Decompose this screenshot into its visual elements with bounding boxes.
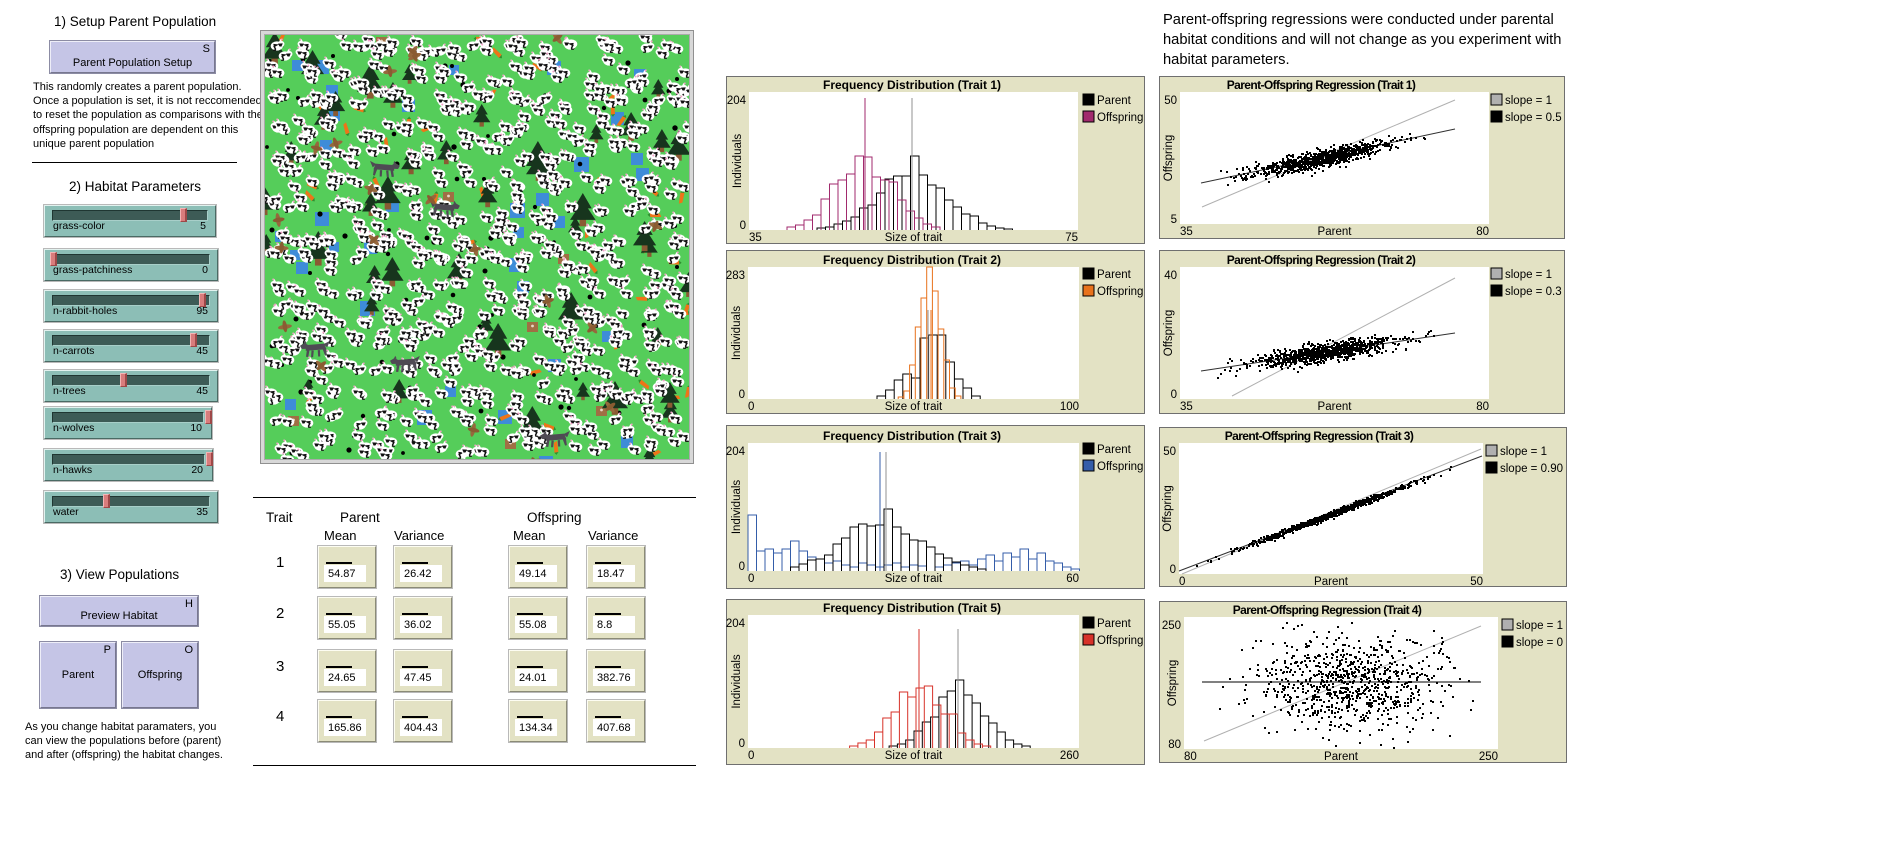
svg-text:Parent: Parent	[1097, 618, 1132, 630]
svg-text:0: 0	[739, 389, 745, 401]
svg-text:Parent: Parent	[1097, 444, 1132, 456]
svg-text:Offspring: Offspring	[1097, 286, 1143, 298]
svg-text:60: 60	[1066, 573, 1079, 585]
svg-text:Size of trait: Size of trait	[885, 573, 943, 585]
svg-text:0: 0	[1179, 576, 1185, 587]
svg-text:80: 80	[1476, 226, 1489, 238]
svg-text:Frequency Distribution (Trait: Frequency Distribution (Trait 2)	[823, 253, 1001, 267]
svg-text:80: 80	[1184, 751, 1197, 763]
svg-text:0: 0	[740, 220, 746, 232]
svg-text:Parent: Parent	[1318, 401, 1353, 413]
svg-text:0: 0	[739, 561, 745, 573]
svg-text:0: 0	[739, 738, 745, 750]
svg-text:Offspring: Offspring	[1167, 660, 1179, 706]
svg-text:Parent: Parent	[1318, 226, 1353, 238]
svg-text:Offspring: Offspring	[1097, 461, 1143, 473]
svg-text:0: 0	[1170, 564, 1176, 576]
svg-text:Size of trait: Size of trait	[885, 401, 943, 413]
svg-text:Offspring: Offspring	[1097, 635, 1143, 647]
svg-text:204: 204	[727, 95, 747, 107]
svg-text:35: 35	[1180, 401, 1193, 413]
svg-text:Parent: Parent	[1314, 576, 1349, 587]
svg-text:Offspring: Offspring	[1163, 310, 1175, 356]
svg-text:Offspring: Offspring	[1162, 485, 1174, 531]
svg-text:Offspring: Offspring	[1163, 135, 1175, 181]
svg-text:35: 35	[749, 232, 762, 244]
svg-text:Parent-Offspring Regression (T: Parent-Offspring Regression (Trait 1)	[1227, 78, 1416, 92]
svg-text:Size of trait: Size of trait	[885, 750, 943, 762]
svg-text:250: 250	[1162, 620, 1181, 632]
svg-text:slope = 0.90: slope = 0.90	[1500, 463, 1563, 475]
svg-text:0: 0	[748, 750, 754, 762]
svg-text:80: 80	[1168, 739, 1181, 751]
svg-text:Frequency Distribution (Trait: Frequency Distribution (Trait 5)	[823, 601, 1001, 615]
svg-text:slope = 1: slope = 1	[1505, 269, 1552, 281]
svg-text:Parent: Parent	[1097, 269, 1132, 281]
svg-text:Parent-Offspring Regression (T: Parent-Offspring Regression (Trait 3)	[1225, 429, 1414, 443]
svg-text:5: 5	[1171, 214, 1177, 226]
svg-text:0: 0	[748, 401, 754, 413]
svg-text:260: 260	[1060, 750, 1079, 762]
svg-text:204: 204	[726, 446, 746, 458]
svg-text:Parent-Offspring Regression (T: Parent-Offspring Regression (Trait 4)	[1233, 603, 1422, 617]
svg-text:100: 100	[1060, 401, 1079, 413]
svg-text:204: 204	[726, 618, 746, 630]
svg-text:0: 0	[748, 573, 754, 585]
svg-text:slope = 0.3: slope = 0.3	[1505, 286, 1562, 298]
svg-text:50: 50	[1164, 95, 1177, 107]
svg-text:slope = 1: slope = 1	[1500, 446, 1547, 458]
svg-text:Parent: Parent	[1324, 751, 1359, 763]
svg-text:50: 50	[1470, 576, 1483, 587]
svg-text:slope = 1: slope = 1	[1505, 95, 1552, 107]
svg-text:50: 50	[1163, 446, 1176, 458]
svg-text:Parent: Parent	[1097, 95, 1132, 107]
svg-text:35: 35	[1180, 226, 1193, 238]
svg-text:40: 40	[1164, 270, 1177, 282]
svg-text:Parent-Offspring Regression (T: Parent-Offspring Regression (Trait 2)	[1227, 253, 1416, 267]
svg-text:Individuals: Individuals	[731, 480, 743, 535]
svg-text:slope = 0.5: slope = 0.5	[1505, 112, 1562, 124]
svg-text:0: 0	[1171, 389, 1177, 401]
svg-text:Size of trait: Size of trait	[885, 232, 943, 244]
svg-text:80: 80	[1476, 401, 1489, 413]
svg-text:283: 283	[726, 270, 745, 282]
svg-text:slope = 0: slope = 0	[1516, 637, 1563, 649]
svg-text:Individuals: Individuals	[732, 134, 744, 189]
svg-text:Offspring: Offspring	[1097, 112, 1143, 124]
svg-text:Individuals: Individuals	[731, 654, 743, 709]
svg-text:75: 75	[1065, 232, 1078, 244]
svg-text:Frequency Distribution (Trait: Frequency Distribution (Trait 3)	[823, 429, 1001, 443]
svg-text:Individuals: Individuals	[731, 306, 743, 361]
svg-text:Frequency Distribution (Trait: Frequency Distribution (Trait 1)	[823, 78, 1001, 92]
svg-text:slope = 1: slope = 1	[1516, 620, 1563, 632]
svg-text:250: 250	[1479, 751, 1498, 763]
